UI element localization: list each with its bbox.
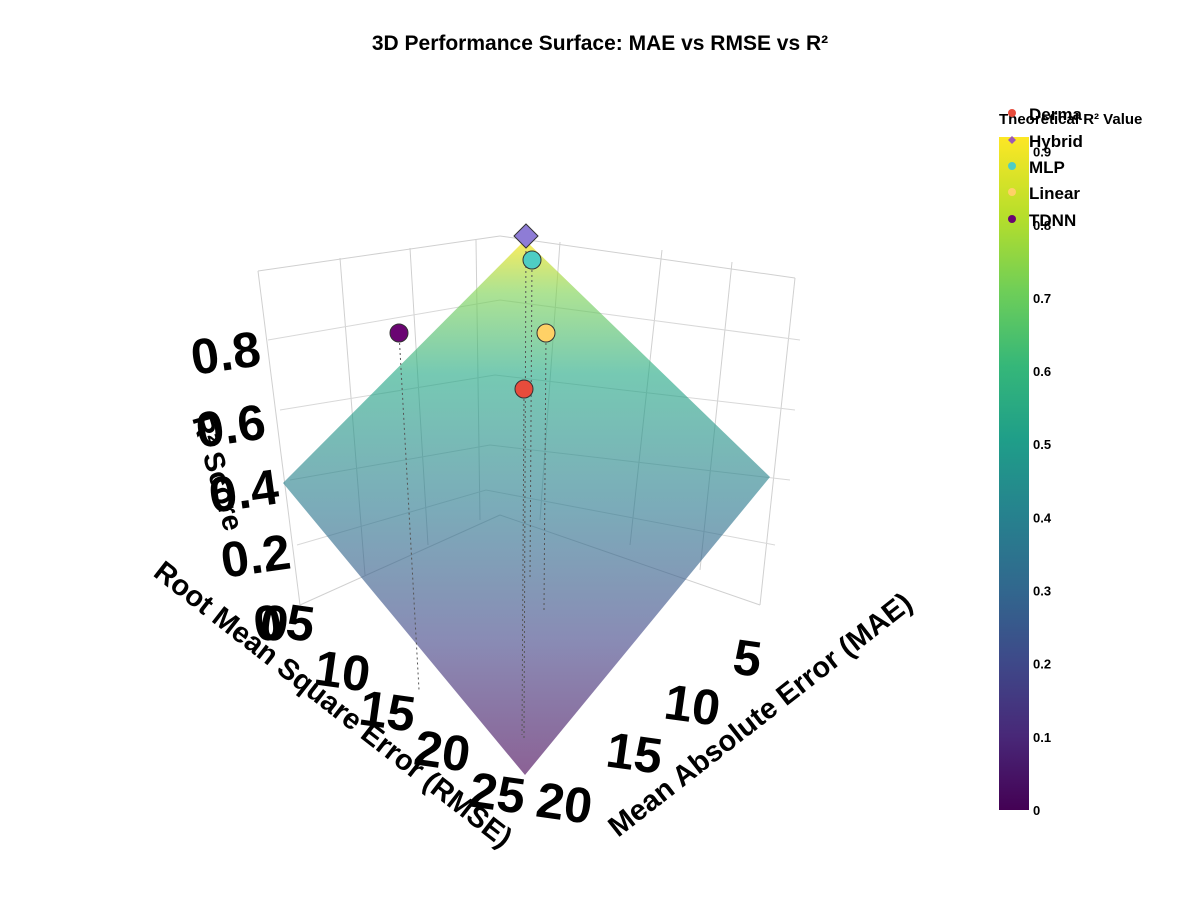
legend-marker-linear: [1008, 188, 1016, 196]
x-axis-title: Mean Absolute Error (MAE): [603, 587, 919, 844]
legend-marker-derma: [1008, 109, 1016, 117]
legend: Derma Hybrid MLP Linear TDNN: [1008, 105, 1083, 230]
legend-item-linear: Linear: [1029, 184, 1080, 203]
colorbar-tick-label: 0.9: [1033, 145, 1051, 160]
z-tick-label: 0.4: [205, 459, 282, 524]
drop-line: [543, 332, 547, 611]
theoretical-r2-surface: [283, 240, 770, 775]
legend-item-tdnn: TDNN: [1029, 211, 1076, 230]
x-tick-label: 5: [730, 629, 765, 688]
x-tick-label: 20: [533, 772, 596, 835]
grid-line: [759, 277, 796, 606]
colorbar-tick-label: 0.7: [1033, 291, 1051, 306]
legend-item-mlp: MLP: [1029, 158, 1065, 177]
marker-tdnn: [389, 323, 409, 343]
colorbar-tick-label: 0: [1033, 803, 1040, 818]
y-tick-label: 25: [466, 762, 529, 825]
colorbar-tick-label: 0.2: [1033, 657, 1051, 672]
colorbar-tick-label: 0.4: [1033, 510, 1052, 525]
marker-mlp: [522, 250, 542, 270]
x-tick-label: 10: [661, 674, 724, 737]
grid-line: [257, 235, 501, 272]
y-tick-label: 15: [356, 680, 419, 743]
z-tick-label: 0.6: [192, 394, 269, 459]
surface-layer: [283, 240, 770, 775]
marker-derma: [514, 379, 534, 399]
marker-hybrid: [513, 223, 539, 249]
colorbar-tick-label: 0.5: [1033, 437, 1051, 452]
colorbar-tick-label: 0.8: [1033, 218, 1051, 233]
y-tick-label: 20: [411, 720, 474, 783]
drop-line: [529, 259, 533, 581]
colorbar: 0 0.1 0.2 0.3 0.4 0.5 0.6 0.7 0.8 0.9 Theoretical…: [999, 111, 1142, 818]
z-tick-label: 0.2: [217, 524, 294, 589]
grid-line: [499, 235, 796, 279]
chart-title: 3D Performance Surface: MAE vs RMSE vs R…: [372, 32, 828, 55]
colorbar-tick-label: 0.6: [1033, 364, 1051, 379]
drop-line: [523, 235, 527, 739]
colorbar-tick-label: 0.1: [1033, 730, 1051, 745]
data-markers: [389, 223, 556, 399]
z-tick-label: 0.8: [187, 321, 264, 386]
colorbar-tick-label: 0.3: [1033, 584, 1051, 599]
grid-line: [257, 270, 301, 606]
legend-marker-hybrid: [1008, 136, 1016, 144]
z-axis-ticks: 00.20.40.60.8: [187, 321, 294, 653]
legend-item-derma: Derma: [1029, 105, 1082, 124]
legend-marker-tdnn: [1008, 215, 1016, 223]
x-tick-label: 15: [603, 722, 666, 785]
drop-lines: [398, 235, 547, 739]
y-tick-label: 10: [311, 640, 374, 703]
legend-item-hybrid: Hybrid: [1029, 132, 1083, 151]
colorbar-ticks: 0 0.1 0.2 0.3 0.4 0.5 0.6 0.7 0.8 0.9: [1033, 145, 1052, 818]
colorbar-title: Theoretical R² Value: [999, 111, 1142, 128]
legend-marker-mlp: [1008, 162, 1016, 170]
marker-linear: [536, 323, 556, 343]
colorbar-gradient: [999, 137, 1029, 810]
